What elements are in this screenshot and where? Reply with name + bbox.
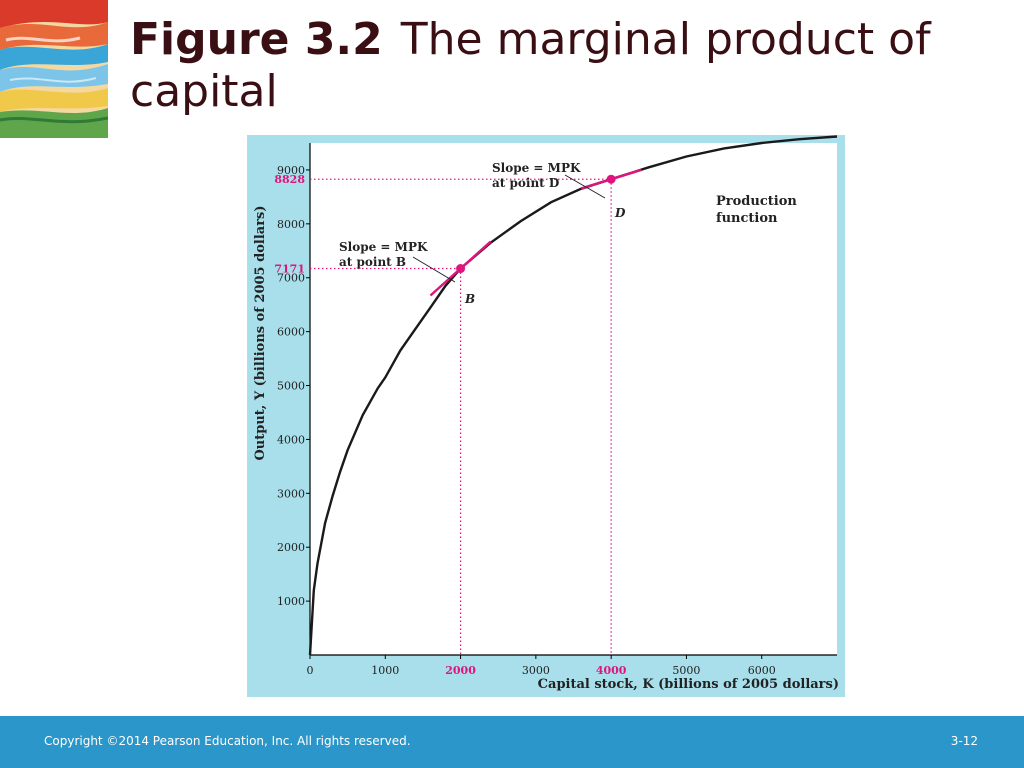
y-axis-label: Output, Y (billions of 2005 dollars) [253, 205, 268, 460]
y-tick-label: 5000 [277, 380, 305, 393]
slope-b-label-line-2: at point B [339, 255, 406, 269]
slope-d-leader [564, 174, 606, 199]
footer-bar: Copyright ©2014 Pearson Education, Inc. … [0, 716, 1024, 768]
y-tick-group: 1000 2000 3000 4000 5000 6000 7000 8000 9000 7171… [274, 164, 310, 608]
footer-copyright: Copyright ©2014 Pearson Education, Inc. … [44, 734, 411, 748]
y-tick-label: 4000 [277, 433, 305, 446]
x-tick-label: 4000 [596, 664, 627, 677]
y-tick-label: 1000 [277, 595, 305, 608]
production-function-chart: 0 1000 2000 3000 4000 5000 6000 1000 2000 3000 40… [253, 135, 839, 692]
plot-area [310, 143, 837, 655]
point-markers [456, 174, 616, 274]
y-tick-label: 6000 [277, 326, 305, 339]
figure-number: Figure 3.2 [130, 14, 383, 65]
slope-b-label-line-1: Slope = MPK [339, 240, 428, 254]
slide-title: Figure 3.2 The marginal product of capita… [130, 14, 1010, 118]
x-tick-label: 0 [307, 664, 314, 677]
slope-b-leader [412, 256, 456, 283]
y-tick-label-highlight: 8828 [274, 173, 305, 186]
curve-label-line-1: Production [716, 194, 797, 209]
slope-d-label-line-1: Slope = MPK [492, 161, 581, 175]
x-tick-label: 2000 [445, 664, 476, 677]
y-tick-label: 9000 [277, 164, 305, 177]
production-function-curve [308, 135, 838, 656]
figure-caption: The marginal product of capital [130, 14, 931, 117]
guide-lines [310, 178, 612, 655]
y-tick-label: 3000 [277, 487, 305, 500]
curve-label-line-2: function [716, 211, 778, 226]
x-tick-label: 6000 [748, 664, 776, 677]
slope-d-label-line-2: at point D [492, 176, 559, 190]
point-d [606, 174, 616, 184]
y-tick-label: 7000 [277, 272, 305, 285]
point-b-label: B [464, 292, 475, 306]
abstract-painting-icon [0, 0, 108, 138]
y-tick-label-highlight: 7171 [274, 263, 305, 276]
x-tick-label: 5000 [672, 664, 700, 677]
x-axis-label: Capital stock, K (billions of 2005 dolla… [538, 677, 839, 692]
page-number: 3-12 [950, 734, 978, 748]
point-d-label: D [614, 206, 626, 220]
y-tick-label: 8000 [277, 218, 305, 231]
x-tick-label: 3000 [522, 664, 550, 677]
x-tick-group: 0 1000 2000 3000 4000 5000 6000 [307, 655, 776, 677]
point-b [456, 264, 466, 274]
chart-panel: 0 1000 2000 3000 4000 5000 6000 1000 2000 3000 40… [247, 135, 845, 697]
y-tick-label: 2000 [277, 541, 305, 554]
x-tick-label: 1000 [371, 664, 399, 677]
